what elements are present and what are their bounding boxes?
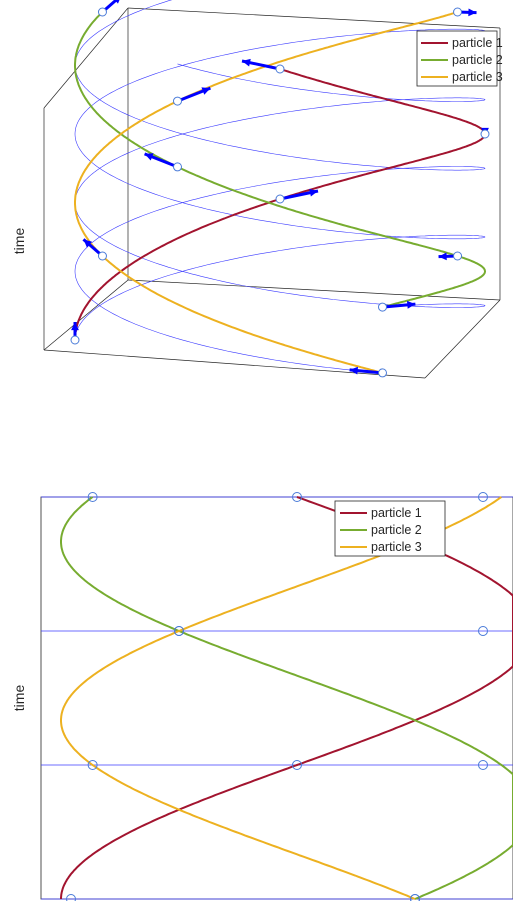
velocity-arrow-head xyxy=(468,8,477,17)
chart-3d: time particle 1 particle 2 particle 3 xyxy=(11,0,503,379)
sample-marker xyxy=(87,492,98,502)
velocity-arrow-head xyxy=(201,87,211,95)
velocity-arrow-head xyxy=(309,188,318,197)
sample-marker xyxy=(478,492,488,502)
y-axis-label-2d: time xyxy=(11,685,27,712)
sample-marker xyxy=(275,194,285,204)
axes-box-3d xyxy=(43,7,501,379)
chart-2d: time particle 1 particle 2 particle 3 xyxy=(11,492,513,901)
legend-label-particle-3: particle 3 xyxy=(452,70,503,84)
sample-marker xyxy=(174,626,184,636)
legend-3d: particle 1 particle 2 particle 3 xyxy=(416,30,503,87)
velocity-arrow-head xyxy=(144,153,154,161)
series-line-particle-1 xyxy=(60,496,513,899)
sample-marker xyxy=(478,626,488,636)
sample-marker xyxy=(173,96,182,106)
velocity-arrow-head xyxy=(349,366,359,375)
particle-curves-3d xyxy=(74,11,486,374)
velocity-arrow-head xyxy=(242,58,251,67)
sample-markers-2d xyxy=(66,492,488,901)
helix-guide-1 xyxy=(74,28,486,341)
sample-marker xyxy=(87,760,98,770)
series-line-particle-3 xyxy=(74,11,458,374)
series-line-particle-3 xyxy=(60,496,502,900)
sample-marker xyxy=(410,894,420,901)
velocity-arrows xyxy=(71,0,489,375)
axes-edge-5 xyxy=(43,279,129,351)
sample-marker xyxy=(97,7,107,17)
sample-marker xyxy=(275,64,285,74)
series-line-particle-1 xyxy=(74,68,486,340)
velocity-arrow-head xyxy=(406,300,416,309)
sample-marker xyxy=(453,251,463,261)
series-line-particle-2 xyxy=(60,496,513,900)
helix-guides xyxy=(74,0,486,374)
legend-label-particle-3: particle 3 xyxy=(371,540,422,554)
axes-edge-7 xyxy=(424,299,501,379)
axes-edge-6 xyxy=(43,349,426,379)
legend-label-particle-1: particle 1 xyxy=(371,506,422,520)
sample-marker xyxy=(478,760,488,770)
particle-curves-2d xyxy=(60,496,513,900)
sample-marker xyxy=(378,368,387,378)
series-line-particle-2 xyxy=(74,11,486,309)
helix-guide-2 xyxy=(74,63,486,308)
y-axis-label-3d: time xyxy=(11,228,27,255)
sample-marker xyxy=(453,7,463,17)
axes-edge-3 xyxy=(127,7,501,29)
legend-2d: particle 1 particle 2 particle 3 xyxy=(334,500,446,557)
velocity-arrow-head xyxy=(114,0,120,4)
sample-time-lines xyxy=(41,496,513,900)
legend-label-particle-2: particle 2 xyxy=(371,523,422,537)
helix-guide-3 xyxy=(74,0,486,374)
axes-edge-4 xyxy=(127,279,501,301)
sample-markers-3d xyxy=(70,7,490,378)
sample-marker xyxy=(378,302,387,312)
axes-box-2d xyxy=(40,496,513,900)
velocity-arrow-head xyxy=(71,322,79,331)
sample-marker xyxy=(66,894,76,901)
legend-label-particle-1: particle 1 xyxy=(452,36,503,50)
velocity-arrow-head xyxy=(83,239,93,248)
sample-marker xyxy=(70,335,80,345)
axes-edge-1 xyxy=(43,7,129,109)
legend-label-particle-2: particle 2 xyxy=(452,53,503,67)
sample-marker xyxy=(480,129,490,139)
sample-marker xyxy=(292,492,302,502)
sample-marker xyxy=(97,251,107,261)
velocity-arrow-head xyxy=(438,252,447,261)
sample-marker xyxy=(292,760,302,770)
sample-marker xyxy=(173,162,182,172)
